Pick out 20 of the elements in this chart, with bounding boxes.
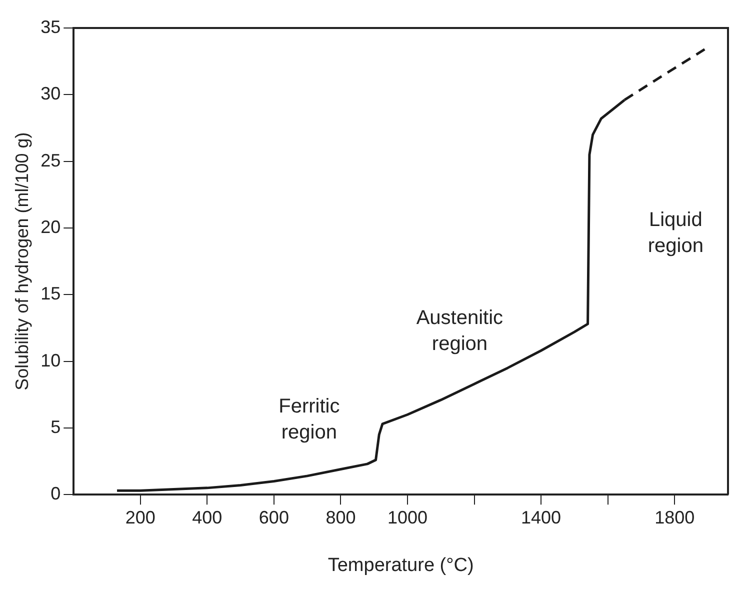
y-tick-label: 5 [50, 416, 61, 437]
x-tick-label: 1800 [654, 507, 695, 528]
x-tick-label: 1400 [521, 507, 562, 528]
x-axis-title: Temperature (°C) [328, 554, 474, 576]
x-tick-label: 800 [326, 507, 356, 528]
y-tick-label: 30 [40, 84, 61, 104]
y-tick-label: 10 [40, 350, 61, 370]
y-tick-label: 0 [50, 484, 61, 504]
annotation: Liquid region [648, 208, 704, 257]
y-tick-label: 35 [40, 16, 61, 37]
x-tick-label: 600 [258, 507, 289, 528]
x-tick-label: 1000 [387, 507, 428, 528]
y-tick-label: 25 [40, 150, 61, 170]
annotation: Austenitic region [416, 306, 504, 355]
y-tick-label: 20 [40, 216, 61, 237]
annotation: Ferritic region [278, 395, 340, 444]
y-tick-label: 15 [40, 284, 61, 304]
x-tick-label: 200 [125, 507, 156, 528]
y-axis-title: Solubility of hydrogen (ml/100 g) [12, 132, 32, 390]
x-tick-label: 400 [192, 507, 222, 528]
